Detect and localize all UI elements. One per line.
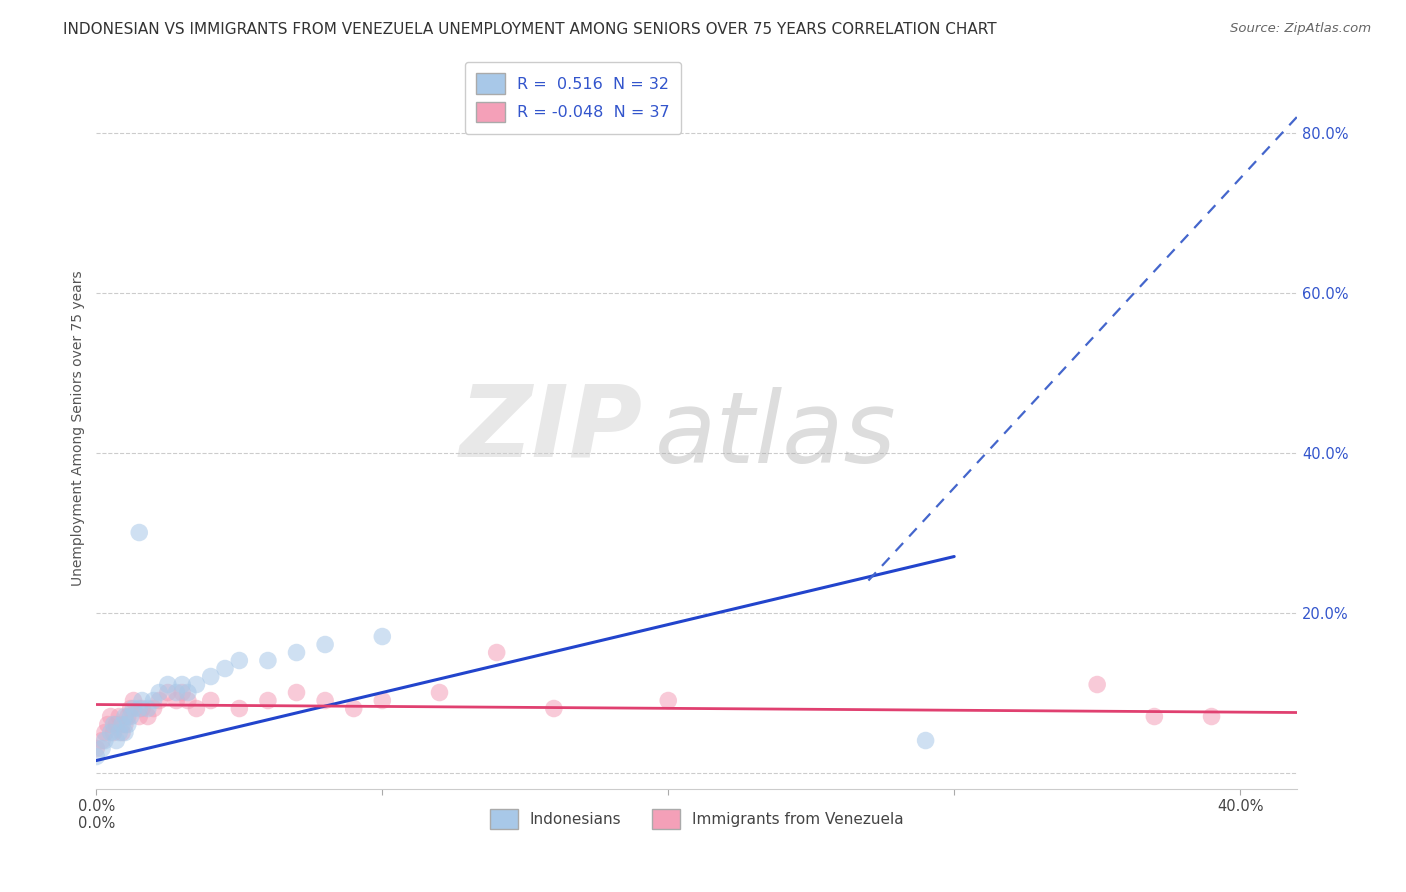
Point — [343, 701, 366, 715]
Point — [136, 701, 159, 715]
Point — [228, 653, 250, 667]
Point — [94, 733, 117, 747]
Point — [114, 725, 136, 739]
Point — [91, 741, 114, 756]
Point — [371, 693, 394, 707]
Point — [108, 725, 131, 739]
Point — [371, 630, 394, 644]
Point — [314, 693, 336, 707]
Point — [100, 725, 122, 739]
Point — [200, 669, 222, 683]
Text: Source: ZipAtlas.com: Source: ZipAtlas.com — [1230, 22, 1371, 36]
Y-axis label: Unemployment Among Seniors over 75 years: Unemployment Among Seniors over 75 years — [72, 270, 86, 586]
Point — [285, 685, 308, 699]
Point — [200, 693, 222, 707]
Point — [257, 653, 280, 667]
Point — [105, 733, 128, 747]
Point — [914, 733, 936, 747]
Point — [657, 693, 679, 707]
Text: atlas: atlas — [655, 387, 897, 484]
Point — [131, 701, 153, 715]
Point — [86, 741, 108, 756]
Point — [156, 685, 179, 699]
Point — [485, 646, 508, 660]
Point — [103, 717, 125, 731]
Point — [142, 701, 165, 715]
Point — [120, 701, 142, 715]
Point — [257, 693, 280, 707]
Point — [122, 693, 145, 707]
Point — [148, 685, 170, 699]
Point — [156, 677, 179, 691]
Point — [136, 709, 159, 723]
Point — [186, 677, 208, 691]
Point — [111, 717, 134, 731]
Point — [543, 701, 565, 715]
Point — [172, 677, 194, 691]
Point — [128, 709, 150, 723]
Point — [177, 685, 200, 699]
Point — [214, 661, 236, 675]
Text: 0.0%: 0.0% — [77, 816, 115, 830]
Point — [97, 717, 120, 731]
Point — [177, 693, 200, 707]
Point — [285, 646, 308, 660]
Point — [186, 701, 208, 715]
Point — [91, 733, 114, 747]
Point — [111, 725, 134, 739]
Point — [131, 693, 153, 707]
Point — [128, 701, 150, 715]
Point — [86, 749, 108, 764]
Point — [108, 709, 131, 723]
Point — [105, 717, 128, 731]
Point — [100, 709, 122, 723]
Point — [103, 725, 125, 739]
Point — [94, 725, 117, 739]
Point — [142, 693, 165, 707]
Point — [165, 693, 187, 707]
Point — [172, 685, 194, 699]
Point — [117, 717, 139, 731]
Point — [148, 693, 170, 707]
Point — [114, 717, 136, 731]
Point — [429, 685, 451, 699]
Point — [228, 701, 250, 715]
Point — [114, 709, 136, 723]
Point — [314, 638, 336, 652]
Point — [128, 525, 150, 540]
Legend: Indonesians, Immigrants from Venezuela: Indonesians, Immigrants from Venezuela — [484, 803, 910, 835]
Point — [1085, 677, 1108, 691]
Point — [122, 701, 145, 715]
Text: ZIP: ZIP — [460, 380, 643, 477]
Point — [1143, 709, 1166, 723]
Point — [1201, 709, 1223, 723]
Point — [117, 709, 139, 723]
Point — [165, 685, 187, 699]
Point — [120, 709, 142, 723]
Text: INDONESIAN VS IMMIGRANTS FROM VENEZUELA UNEMPLOYMENT AMONG SENIORS OVER 75 YEARS: INDONESIAN VS IMMIGRANTS FROM VENEZUELA … — [63, 22, 997, 37]
